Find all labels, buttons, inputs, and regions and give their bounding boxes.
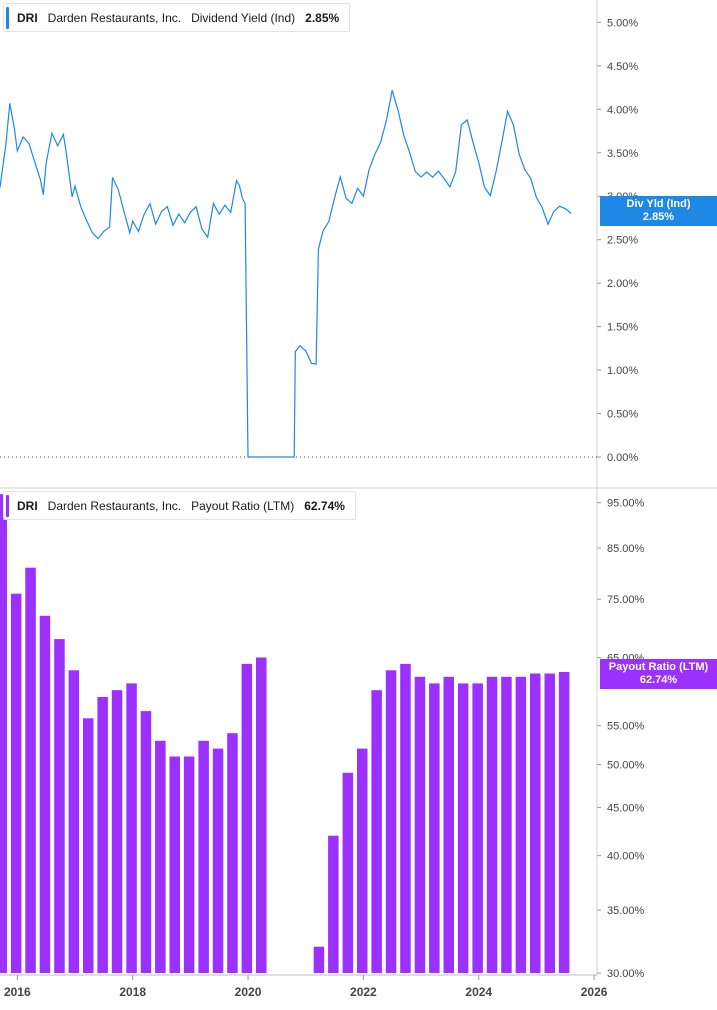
payout-ratio-bar xyxy=(371,690,382,973)
x-tick-label: 2018 xyxy=(119,985,146,999)
payout-ratio-bar xyxy=(111,690,123,973)
y-tick-label: 85.00% xyxy=(607,543,645,555)
legend-ticker: DRI xyxy=(17,498,38,513)
y-tick-label: 4.00% xyxy=(607,104,638,116)
y-tick-label: 3.50% xyxy=(607,148,638,160)
y-tick-label: 5.00% xyxy=(607,17,638,29)
x-axis: 2016 2018 2020 2022 2024 2026 xyxy=(0,974,608,999)
payout-ratio-bar xyxy=(530,673,541,973)
payout-ratio-panel: 30.00%35.00%40.00%45.00%50.00%55.00%65.0… xyxy=(0,488,645,980)
y-tick-label: 45.00% xyxy=(607,803,645,815)
badge-value: 2.85% xyxy=(642,211,675,224)
legend-ticker: DRI xyxy=(17,10,38,25)
payout-ratio-bar xyxy=(227,733,238,973)
x-tick-label: 2020 xyxy=(235,985,262,999)
payout-ratio-bar xyxy=(83,718,94,973)
x-tick-label: 2024 xyxy=(465,985,492,999)
y-tick-label: 2.00% xyxy=(607,278,638,290)
y-tick-label: 0.00% xyxy=(607,452,638,464)
x-tick-label: 2026 xyxy=(581,985,608,999)
payout-ratio-bar xyxy=(457,683,469,973)
payout-ratio-bar xyxy=(10,593,22,973)
payout-ratio-bar xyxy=(443,676,454,973)
legend-company: Darden Restaurants, Inc. xyxy=(47,10,182,25)
payout-ratio-bar xyxy=(54,639,65,973)
payout-ratio-bar xyxy=(198,740,209,973)
payout-ratio-bar xyxy=(68,670,80,973)
legend-metric: Dividend Yield (Ind) xyxy=(191,10,296,25)
y-tick-label: 75.00% xyxy=(607,594,645,606)
payout-ratio-bar xyxy=(385,670,397,973)
payout-ratio-bar xyxy=(486,676,498,973)
legend-value: 62.74% xyxy=(304,498,345,513)
payout-ratio-bar xyxy=(140,711,152,973)
payout-ratio-legend[interactable]: DRI Darden Restaurants, Inc. Payout Rati… xyxy=(3,491,356,520)
dividend-yield-panel: 0.00%0.50%1.00%1.50%2.00%2.50%3.00%3.50%… xyxy=(0,0,717,489)
x-tick-label: 2016 xyxy=(4,985,31,999)
payout-ratio-bar xyxy=(501,676,512,973)
badge-label: Payout Ratio (LTM) xyxy=(608,660,709,673)
payout-ratio-bar xyxy=(183,756,195,973)
x-tick-label: 2022 xyxy=(350,985,377,999)
payout-ratio-bar xyxy=(429,683,440,973)
y-tick-label: 50.00% xyxy=(607,760,645,772)
payout-ratio-swatch xyxy=(6,494,9,517)
payout-ratio-bar xyxy=(126,683,137,973)
payout-ratio-bar xyxy=(169,756,180,973)
payout-ratio-bar xyxy=(25,567,36,973)
y-tick-label: 4.50% xyxy=(607,61,638,73)
payout-ratio-bar xyxy=(212,748,224,973)
badge-label: Div Yld (Ind) xyxy=(626,198,691,211)
payout-ratio-bar xyxy=(97,697,108,973)
dividend-yield-value-badge: Div Yld (Ind) 2.85% xyxy=(600,196,717,227)
payout-ratio-bar xyxy=(342,772,354,973)
payout-ratio-bar xyxy=(515,676,527,973)
y-tick-label: 35.00% xyxy=(607,905,645,917)
y-tick-label: 40.00% xyxy=(607,851,645,863)
y-tick-label: 2.50% xyxy=(607,235,638,247)
legend-metric: Payout Ratio (LTM) xyxy=(191,498,295,513)
payout-ratio-bar xyxy=(155,740,166,973)
payout-ratio-bar xyxy=(472,683,483,973)
payout-ratio-bar xyxy=(414,676,426,973)
legend-value: 2.85% xyxy=(305,10,340,25)
y-tick-label: 95.00% xyxy=(607,498,645,510)
payout-ratio-bar xyxy=(558,672,570,973)
badge-value: 62.74% xyxy=(639,673,678,686)
payout-ratio-bar xyxy=(544,673,555,973)
payout-ratio-bar xyxy=(328,835,339,973)
payout-ratio-value-badge: Payout Ratio (LTM) 62.74% xyxy=(600,658,717,689)
legend-company: Darden Restaurants, Inc. xyxy=(47,498,182,513)
y-tick-label: 1.50% xyxy=(607,322,638,334)
y-tick-label: 55.00% xyxy=(607,721,645,733)
dividend-yield-line xyxy=(0,90,572,458)
payout-ratio-bar xyxy=(313,946,325,973)
payout-ratio-bar xyxy=(0,494,7,973)
y-tick-label: 30.00% xyxy=(607,968,645,980)
dividend-yield-legend[interactable]: DRI Darden Restaurants, Inc. Dividend Yi… xyxy=(3,3,351,32)
payout-ratio-bar xyxy=(241,663,253,973)
y-tick-label: 0.50% xyxy=(607,409,638,421)
payout-ratio-bar xyxy=(39,615,51,973)
payout-ratio-bar xyxy=(256,657,267,973)
payout-ratio-bar xyxy=(357,748,368,973)
dividend-yield-swatch xyxy=(6,6,9,29)
y-tick-label: 1.00% xyxy=(607,365,638,377)
payout-ratio-bar xyxy=(400,663,411,973)
